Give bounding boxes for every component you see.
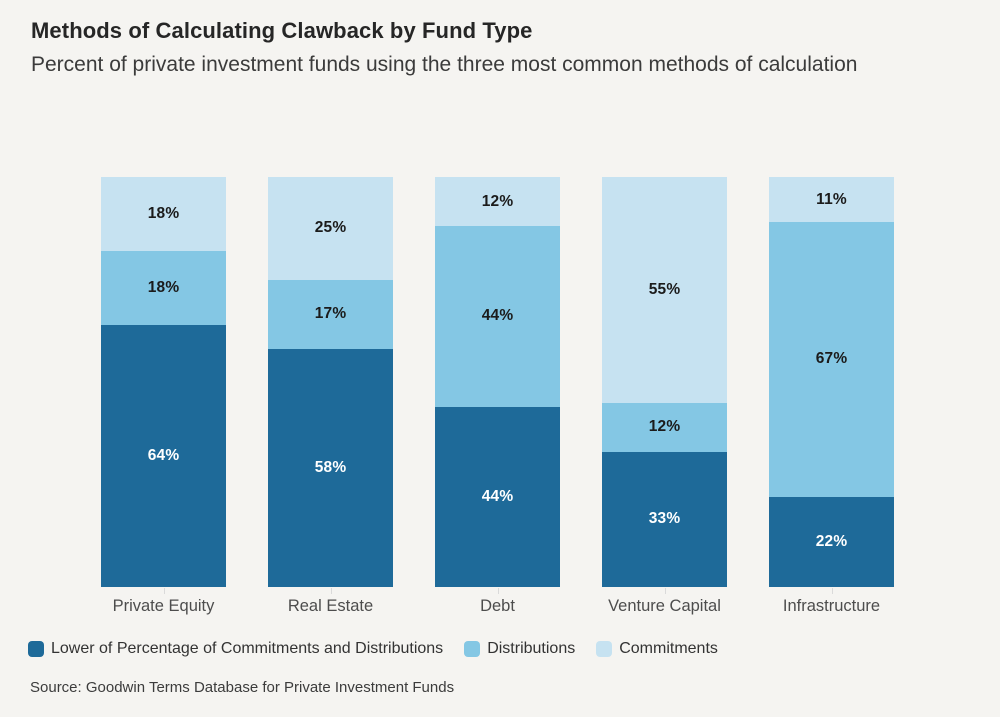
legend-label: Commitments bbox=[619, 640, 718, 657]
segment-value-label: 22% bbox=[815, 532, 848, 550]
bar-segment-distributions: 44% bbox=[435, 226, 560, 407]
category-label: Real Estate bbox=[287, 597, 374, 615]
segment-value-label: 17% bbox=[314, 305, 347, 323]
segment-value-label: 58% bbox=[314, 459, 347, 477]
chart-title: Methods of Calculating Clawback by Fund … bbox=[31, 18, 533, 43]
category-label: Infrastructure bbox=[782, 597, 881, 615]
bar-segment-commitments: 25% bbox=[268, 177, 393, 280]
bar-segment-lower-of-percentage-of-commitments-and-distributions: 22% bbox=[769, 496, 894, 587]
axis-tick bbox=[664, 588, 666, 594]
category-axis: Private Equity Real Estate Debt Venture Cap… bbox=[101, 597, 894, 616]
bar-segment-distributions: 17% bbox=[268, 279, 393, 350]
segment-value-label: 44% bbox=[481, 307, 514, 325]
chart-subtitle: Percent of private investment funds usin… bbox=[31, 53, 858, 76]
segment-value-label: 55% bbox=[648, 280, 681, 298]
segment-value-label: 11% bbox=[816, 190, 847, 208]
segment-value-label: 18% bbox=[147, 204, 180, 222]
axis-tick bbox=[497, 588, 499, 594]
segment-value-label: 12% bbox=[481, 192, 514, 210]
legend-label: Distributions bbox=[487, 640, 576, 657]
bar-segment-lower-of-percentage-of-commitments-and-distributions: 58% bbox=[268, 349, 393, 587]
category-label: Venture Capital bbox=[608, 597, 721, 615]
segment-value-label: 18% bbox=[147, 278, 180, 296]
legend-item-commitments: Commitments bbox=[596, 640, 718, 658]
bar-segment-commitments: 18% bbox=[101, 177, 226, 251]
bar-segment-lower-of-percentage-of-commitments-and-distributions: 33% bbox=[602, 451, 727, 587]
legend-swatch-medium-blue bbox=[464, 641, 481, 657]
axis-tick bbox=[330, 588, 332, 594]
axis-tick bbox=[163, 588, 165, 594]
legend-label: Lower of Percentage of Commitments and D… bbox=[51, 640, 444, 657]
bar-segment-commitments: 55% bbox=[602, 177, 727, 403]
stacked-bar-chart: 18% 18% 64% 25% 17% 58% 12% 44% 44% 55% 12% 33% 11% 6… bbox=[101, 177, 894, 594]
bar-segment-lower-of-percentage-of-commitments-and-distributions: 64% bbox=[101, 324, 226, 587]
segment-value-label: 12% bbox=[648, 418, 681, 436]
legend-item-lower-of-percentage: Lower of Percentage of Commitments and D… bbox=[28, 640, 443, 658]
bar-segment-lower-of-percentage-of-commitments-and-distributions: 44% bbox=[435, 406, 560, 587]
category-label: Debt bbox=[480, 597, 515, 615]
bar-segment-distributions: 12% bbox=[602, 402, 727, 452]
segment-value-label: 67% bbox=[815, 350, 848, 368]
bar-segment-distributions: 67% bbox=[769, 222, 894, 497]
bar-segment-commitments: 12% bbox=[435, 177, 560, 227]
bar-column-venture-capital: 55% 12% 33% bbox=[602, 177, 727, 594]
segment-value-label: 64% bbox=[147, 446, 180, 464]
legend-swatch-light-blue bbox=[596, 641, 613, 657]
category-label: Private Equity bbox=[112, 597, 215, 615]
segment-value-label: 25% bbox=[314, 219, 347, 237]
legend: Lower of Percentage of Commitments and D… bbox=[28, 640, 718, 658]
bar-segment-commitments: 11% bbox=[769, 177, 894, 223]
source-note: Source: Goodwin Terms Database for Priva… bbox=[30, 679, 455, 696]
legend-swatch-dark-blue bbox=[28, 641, 44, 657]
legend-item-distributions: Distributions bbox=[464, 640, 575, 658]
bar-column-debt: 12% 44% 44% bbox=[435, 177, 560, 594]
bar-column-private-equity: 18% 18% 64% bbox=[101, 177, 226, 594]
segment-value-label: 33% bbox=[648, 510, 681, 528]
bar-segment-distributions: 18% bbox=[101, 250, 226, 325]
axis-tick bbox=[831, 588, 833, 594]
bar-column-infrastructure: 11% 67% 22% bbox=[769, 177, 894, 594]
bar-column-real-estate: 25% 17% 58% bbox=[268, 177, 393, 594]
segment-value-label: 44% bbox=[481, 487, 514, 505]
